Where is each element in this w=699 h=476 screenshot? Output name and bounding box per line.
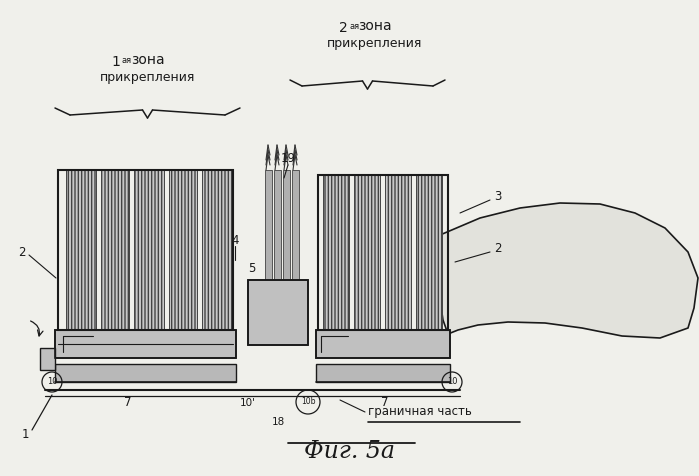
- Text: 10: 10: [447, 377, 457, 387]
- Text: ая: ая: [350, 22, 360, 31]
- Bar: [248, 280, 308, 345]
- Bar: [101, 170, 129, 330]
- Text: ая: ая: [122, 56, 132, 65]
- Text: 10: 10: [47, 377, 57, 387]
- Bar: [385, 175, 411, 330]
- Bar: [416, 175, 442, 330]
- Text: 2: 2: [339, 21, 348, 35]
- Bar: [134, 170, 164, 330]
- Text: зона: зона: [358, 19, 392, 33]
- Bar: [202, 170, 232, 330]
- Text: Фиг. 5а: Фиг. 5а: [305, 440, 396, 464]
- Text: 7: 7: [381, 396, 389, 408]
- Bar: [292, 170, 299, 310]
- Text: граничная часть: граничная часть: [368, 406, 472, 418]
- Bar: [316, 330, 450, 358]
- Bar: [248, 280, 308, 345]
- Bar: [316, 330, 450, 358]
- Text: 10b: 10b: [301, 397, 315, 407]
- Polygon shape: [439, 203, 698, 338]
- Bar: [323, 175, 349, 330]
- Bar: [55, 330, 236, 358]
- Bar: [58, 170, 233, 330]
- Text: 19: 19: [280, 151, 296, 165]
- Bar: [169, 170, 197, 330]
- Text: 5: 5: [248, 261, 256, 275]
- Text: 2: 2: [494, 241, 502, 255]
- Text: 2: 2: [18, 246, 26, 258]
- Bar: [55, 330, 236, 358]
- Bar: [283, 170, 290, 310]
- Bar: [265, 170, 272, 310]
- Text: 3: 3: [494, 189, 502, 202]
- Bar: [318, 175, 448, 330]
- Text: зона: зона: [131, 53, 165, 67]
- Bar: [316, 364, 450, 382]
- Text: 4: 4: [231, 234, 239, 247]
- Text: 10': 10': [240, 398, 256, 408]
- Bar: [55, 364, 236, 382]
- Text: 1: 1: [111, 55, 120, 69]
- Bar: [66, 170, 96, 330]
- Text: 18: 18: [271, 417, 284, 427]
- Bar: [274, 170, 281, 310]
- Bar: [40, 348, 55, 370]
- Text: прикрепления: прикрепления: [327, 38, 423, 50]
- Text: 1: 1: [21, 428, 29, 442]
- Text: прикрепления: прикрепления: [101, 71, 196, 85]
- Bar: [354, 175, 380, 330]
- Text: 7: 7: [124, 396, 131, 408]
